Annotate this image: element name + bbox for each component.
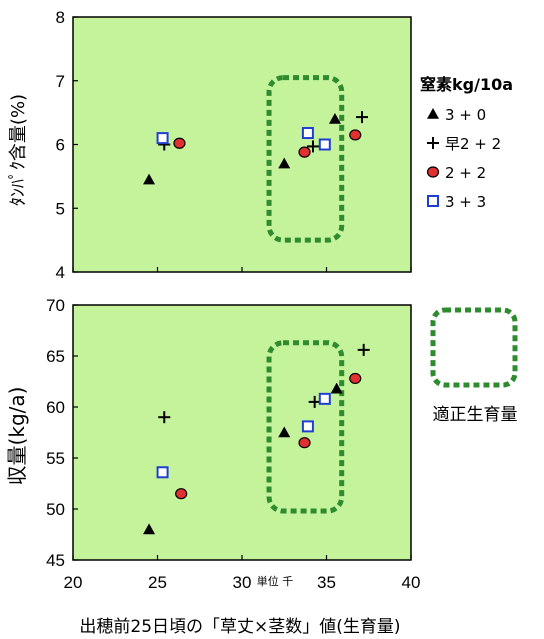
legend-label: 3 + 3 bbox=[445, 193, 486, 211]
y-tick-label: 65 bbox=[46, 347, 65, 366]
data-point-circle bbox=[173, 137, 186, 149]
legend-marker-circle bbox=[426, 166, 440, 178]
data-point-plus bbox=[357, 343, 370, 356]
data-point-triangle bbox=[143, 173, 156, 185]
y-tick-label: 70 bbox=[46, 296, 65, 315]
protein-y-ticks: 4 5 6 7 8 bbox=[56, 8, 412, 282]
data-point-circle bbox=[349, 129, 362, 141]
data-point-triangle bbox=[330, 382, 343, 394]
legend-label: 2 + 2 bbox=[445, 164, 486, 182]
x-ticks: 20 25 30 35 40 bbox=[64, 573, 421, 592]
data-point-triangle bbox=[143, 523, 156, 535]
x-tick-label: 25 bbox=[148, 573, 167, 592]
x-tick-label: 30 bbox=[233, 573, 252, 592]
legend: 窒素kg/10a 3 + 0 早2 + 2 2 + 2 3 + 3 適正生育量 bbox=[420, 75, 518, 425]
y-tick-label: 50 bbox=[46, 500, 65, 519]
protein-optimal-region bbox=[266, 75, 345, 243]
protein-data-points bbox=[143, 111, 368, 185]
data-point-square bbox=[301, 420, 314, 433]
optimal-region-outline bbox=[266, 75, 345, 243]
y-tick-label: 5 bbox=[56, 199, 65, 218]
legend-label: 3 + 0 bbox=[445, 106, 486, 124]
y-tick-label: 7 bbox=[56, 72, 65, 91]
data-point-circle bbox=[298, 146, 311, 158]
protein-y-axis-label: ﾀﾝﾊﾟｸ含量(%) bbox=[8, 94, 29, 206]
legend-label: 早2 + 2 bbox=[445, 135, 501, 153]
data-point-square bbox=[156, 466, 169, 479]
y-tick-label: 45 bbox=[46, 551, 65, 570]
x-axis-label: 出穂前25日頃の「草丈×茎数」値(生育量) bbox=[79, 617, 400, 637]
legend-marker-triangle bbox=[427, 108, 439, 119]
data-point-plus bbox=[306, 140, 319, 153]
legend-optimal-label: 適正生育量 bbox=[433, 405, 518, 425]
x-tick-label: 40 bbox=[402, 573, 421, 592]
y-tick-label: 8 bbox=[56, 8, 65, 27]
data-point-plus bbox=[355, 111, 368, 124]
data-point-plus bbox=[308, 395, 321, 408]
protein-plot-area bbox=[72, 16, 412, 273]
legend-marker-square bbox=[427, 195, 439, 207]
data-point-plus bbox=[158, 411, 171, 424]
data-point-triangle bbox=[278, 426, 291, 438]
legend-optimal-region-swatch bbox=[430, 307, 518, 388]
data-point-triangle bbox=[278, 157, 291, 169]
yield-panel: 45 50 55 60 65 70 20 25 30 35 40 収量(kg/a) bbox=[5, 296, 420, 592]
yield-plot-area bbox=[72, 304, 412, 561]
data-point-square bbox=[318, 138, 331, 151]
protein-panel: 4 5 6 7 8 ﾀﾝﾊﾟｸ含量(%) bbox=[8, 8, 412, 282]
data-point-triangle bbox=[328, 113, 341, 124]
yield-data-points bbox=[143, 343, 370, 535]
data-point-circle bbox=[298, 437, 311, 449]
legend-marker-plus bbox=[427, 137, 439, 149]
y-tick-label: 60 bbox=[46, 398, 65, 417]
yield-y-axis-label: 収量(kg/a) bbox=[5, 387, 29, 486]
x-axis-unit-label: 単位 千 bbox=[257, 574, 294, 588]
yield-optimal-region bbox=[266, 340, 345, 514]
y-tick-label: 55 bbox=[46, 449, 65, 468]
legend-items: 3 + 0 早2 + 2 2 + 2 3 + 3 bbox=[426, 106, 501, 211]
legend-title: 窒素kg/10a bbox=[420, 75, 513, 94]
data-point-circle bbox=[349, 372, 362, 385]
x-tick-label: 20 bbox=[64, 573, 83, 592]
y-tick-label: 6 bbox=[56, 136, 65, 155]
x-tick-label: 35 bbox=[317, 573, 336, 592]
optimal-region-outline bbox=[266, 340, 345, 514]
data-point-square bbox=[318, 392, 331, 405]
data-point-circle bbox=[175, 488, 188, 500]
yield-y-ticks: 45 50 55 60 65 70 bbox=[46, 296, 412, 570]
data-point-square bbox=[156, 132, 169, 145]
y-tick-label: 4 bbox=[56, 263, 65, 282]
data-point-square bbox=[301, 127, 314, 140]
